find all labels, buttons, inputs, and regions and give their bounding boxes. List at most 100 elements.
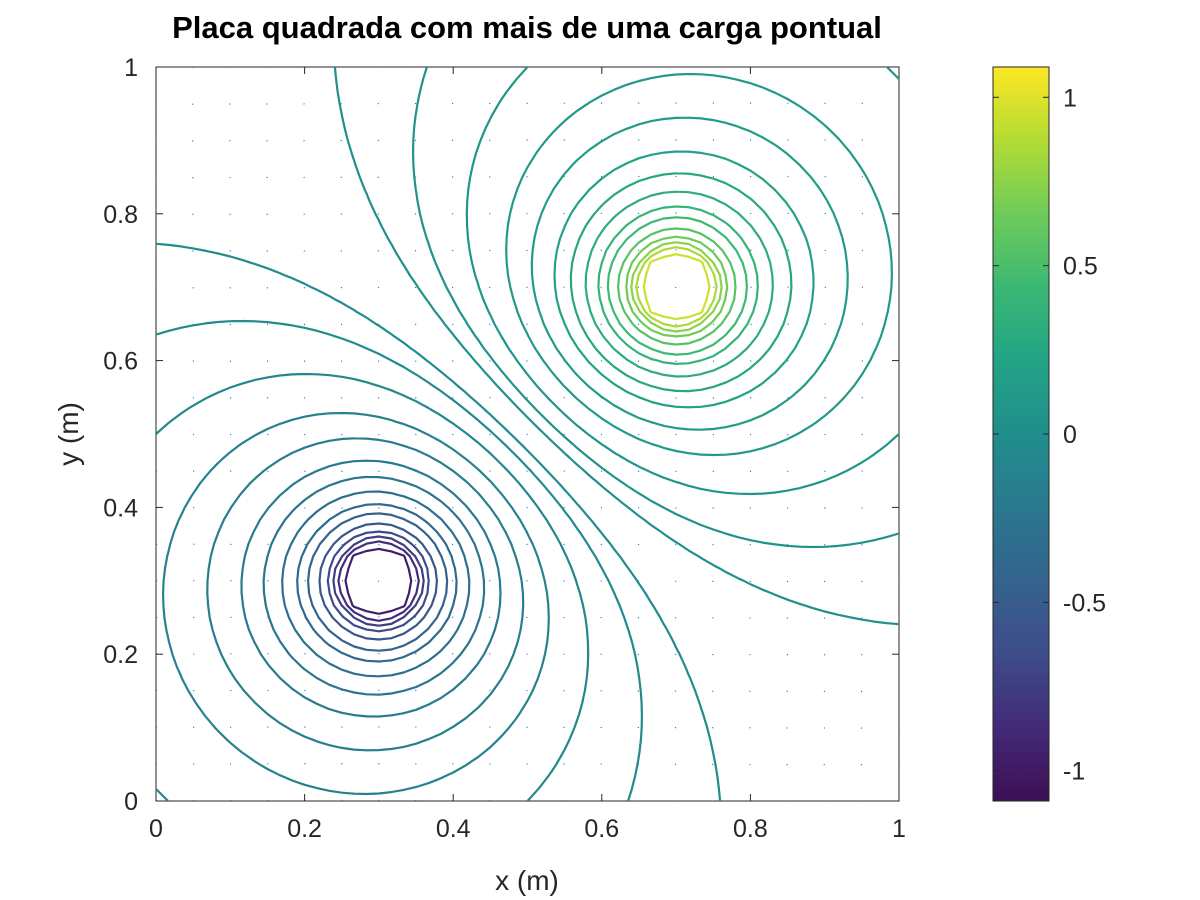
quiver-arrow: [750, 249, 752, 251]
quiver-arrow: [489, 726, 491, 728]
quiver-arrow: [192, 397, 195, 399]
contour-line: [635, 246, 718, 328]
colorbar-tick-label: 1: [1063, 84, 1077, 112]
quiver-arrow: [451, 286, 454, 289]
quiver-arrow: [526, 102, 528, 105]
quiver-arrow: [304, 689, 306, 692]
quiver-arrow: [304, 543, 306, 546]
quiver-arrow: [563, 433, 565, 436]
contour-line: [597, 205, 759, 365]
quiver-arrow: [637, 470, 640, 473]
contour-line: [584, 190, 774, 378]
x-tick-label: 1: [892, 815, 906, 843]
quiver-arrow: [452, 507, 454, 509]
contour-line: [333, 67, 899, 626]
quiver-arrow: [229, 67, 231, 69]
quiver-arrow: [229, 763, 232, 765]
quiver-arrow: [526, 726, 528, 729]
quiver-arrow: [861, 139, 864, 141]
quiver-arrow: [341, 543, 343, 546]
quiver-arrow: [377, 250, 380, 252]
quiver-arrow: [526, 763, 528, 765]
quiver-arrow: [267, 763, 269, 765]
contour-line: [337, 540, 420, 622]
quiver-arrow: [526, 360, 528, 362]
quiver-arrow: [526, 323, 528, 325]
quiver-arrow: [712, 323, 715, 326]
contour-line: [625, 235, 729, 338]
tick-layer: 0 0.2 0.4 0.6 0.8 1 0 0.2 0.4 0.6 0.8 1: [103, 54, 906, 843]
quiver-arrow: [229, 397, 232, 399]
colorbar-tick-label: -1: [1063, 758, 1085, 786]
quiver-arrow: [451, 323, 454, 326]
quiver-arrow: [452, 762, 454, 765]
quiver-arrow: [156, 763, 158, 765]
quiver-arrow: [340, 176, 343, 179]
y-axis-label: y (m): [53, 402, 84, 466]
quiver-arrow: [156, 689, 158, 692]
quiver-arrow: [600, 507, 603, 509]
quiver-arrow: [414, 616, 417, 618]
quiver-arrow: [823, 653, 826, 656]
quiver-arrow: [526, 543, 528, 546]
contour-line: [553, 150, 815, 409]
quiver-arrow: [600, 249, 603, 251]
quiver-arrow: [749, 690, 751, 693]
quiver-arrow: [638, 433, 640, 436]
quiver-arrow: [786, 617, 789, 619]
quiver-arrow: [786, 690, 788, 693]
quiver-arrow: [340, 323, 343, 326]
quiver-arrow: [563, 102, 565, 105]
quiver-arrow: [230, 689, 232, 692]
quiver-arrow: [229, 213, 231, 216]
quiver-arrow: [712, 249, 715, 251]
quiver-arrow: [674, 653, 677, 656]
quiver-arrow: [489, 323, 491, 325]
colorbar-tick-label: -0.5: [1063, 589, 1106, 617]
quiver-arrow: [377, 580, 380, 582]
quiver-arrow: [637, 360, 640, 362]
colorbar-tick-label: 0.5: [1063, 253, 1098, 281]
quiver-arrow: [340, 286, 343, 289]
quiver-arrow: [786, 727, 788, 729]
quiver-arrow: [526, 139, 528, 141]
quiver-arrow: [600, 102, 603, 104]
quiver-arrow: [191, 67, 194, 69]
quiver-arrow: [674, 543, 677, 546]
quiver-arrow: [563, 396, 565, 399]
contour-line: [156, 242, 722, 801]
quiver-arrow: [675, 507, 677, 509]
quiver-arrow: [637, 543, 640, 546]
quiver-arrow: [266, 250, 268, 252]
quiver-arrow: [712, 653, 714, 656]
y-tick-label: 0: [124, 788, 138, 816]
contour-line: [318, 522, 438, 641]
quiver-arrow: [563, 507, 565, 509]
quiver-arrow: [304, 653, 306, 655]
contour-line: [156, 372, 590, 801]
quiver-arrow: [563, 799, 565, 801]
quiver-arrow: [192, 433, 195, 436]
quiver-arrow: [861, 360, 864, 362]
quiver-arrow: [192, 140, 194, 142]
quiver-arrow: [267, 689, 269, 692]
quiver-arrow: [192, 689, 195, 692]
contour-line: [262, 475, 486, 696]
quiver-arrow: [711, 690, 714, 692]
quiver-arrow: [526, 470, 528, 472]
quiver-arrow: [489, 763, 491, 765]
quiver-arrow: [861, 470, 863, 472]
quiver-arrow: [156, 726, 158, 729]
quiver-arrow: [600, 580, 603, 582]
quiver-arrow: [823, 763, 825, 766]
contour-layer: [156, 67, 899, 801]
quiver-arrow: [526, 506, 528, 509]
quiver-arrow: [489, 799, 491, 801]
quiver-arrow: [749, 727, 751, 729]
quiver-arrow: [600, 323, 603, 325]
quiver-arrow: [897, 764, 899, 766]
quiver-arrow: [489, 470, 491, 472]
quiver-arrow: [861, 102, 864, 105]
quiver-arrow: [824, 470, 826, 473]
quiver-arrow: [414, 250, 417, 252]
